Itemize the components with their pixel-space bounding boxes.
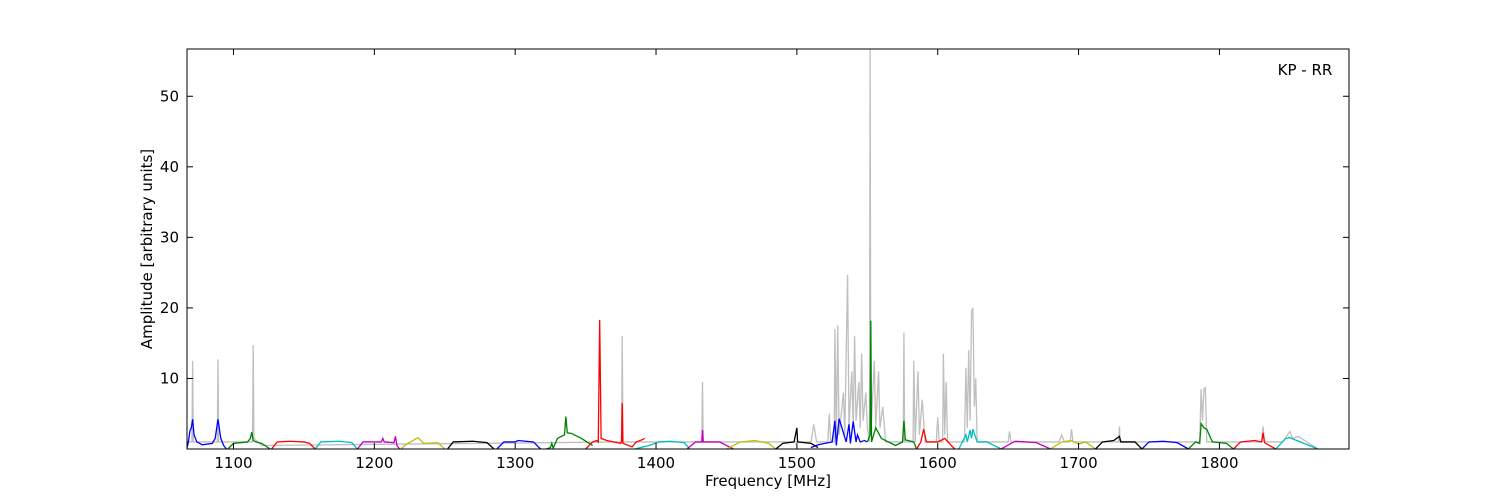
series-line: [356, 436, 401, 449]
series-line: [187, 49, 1319, 449]
series-line: [866, 320, 918, 449]
series-line: [634, 440, 691, 449]
y-tick-label: 30: [160, 228, 179, 246]
y-tick-label: 20: [160, 299, 179, 317]
x-axis-label: Frequency [MHz]: [705, 472, 831, 490]
y-tick-label: 50: [160, 87, 179, 105]
x-tick-label: 1100: [214, 454, 252, 472]
x-tick-label: 1600: [919, 454, 957, 472]
series-line: [916, 429, 956, 449]
series-line: [271, 440, 316, 449]
x-tick-label: 1300: [496, 454, 534, 472]
series-line: [447, 440, 495, 449]
series-line: [1233, 432, 1277, 449]
series-line: [227, 431, 271, 449]
x-tick-label: 1700: [1059, 454, 1097, 472]
series-line: [1095, 435, 1143, 449]
annotation: KP - RR: [1278, 61, 1333, 79]
series-line: [1141, 440, 1189, 449]
series-line: [1050, 439, 1096, 449]
series-line: [686, 429, 734, 449]
x-tick-label: 1400: [637, 454, 675, 472]
series-line: [1187, 421, 1234, 449]
y-axis-label: Amplitude [arbitrary units]: [138, 149, 156, 349]
series-line: [775, 427, 819, 449]
x-tick-label: 1200: [355, 454, 393, 472]
series-line: [726, 439, 777, 449]
y-tick-label: 10: [160, 369, 179, 387]
series-line: [187, 419, 227, 449]
x-tick-label: 1500: [778, 454, 816, 472]
series-line: [958, 429, 1002, 449]
series-line: [810, 418, 868, 449]
series-line: [585, 319, 646, 449]
x-tick-label: 1800: [1200, 454, 1238, 472]
series-line: [1000, 440, 1051, 449]
series-line: [314, 440, 358, 449]
series-line: [496, 439, 541, 449]
plot-frame: [186, 48, 1350, 450]
series-line: [1275, 437, 1319, 449]
y-tick-label: 40: [160, 158, 179, 176]
series-line: [545, 416, 593, 449]
series-line: [400, 436, 446, 449]
